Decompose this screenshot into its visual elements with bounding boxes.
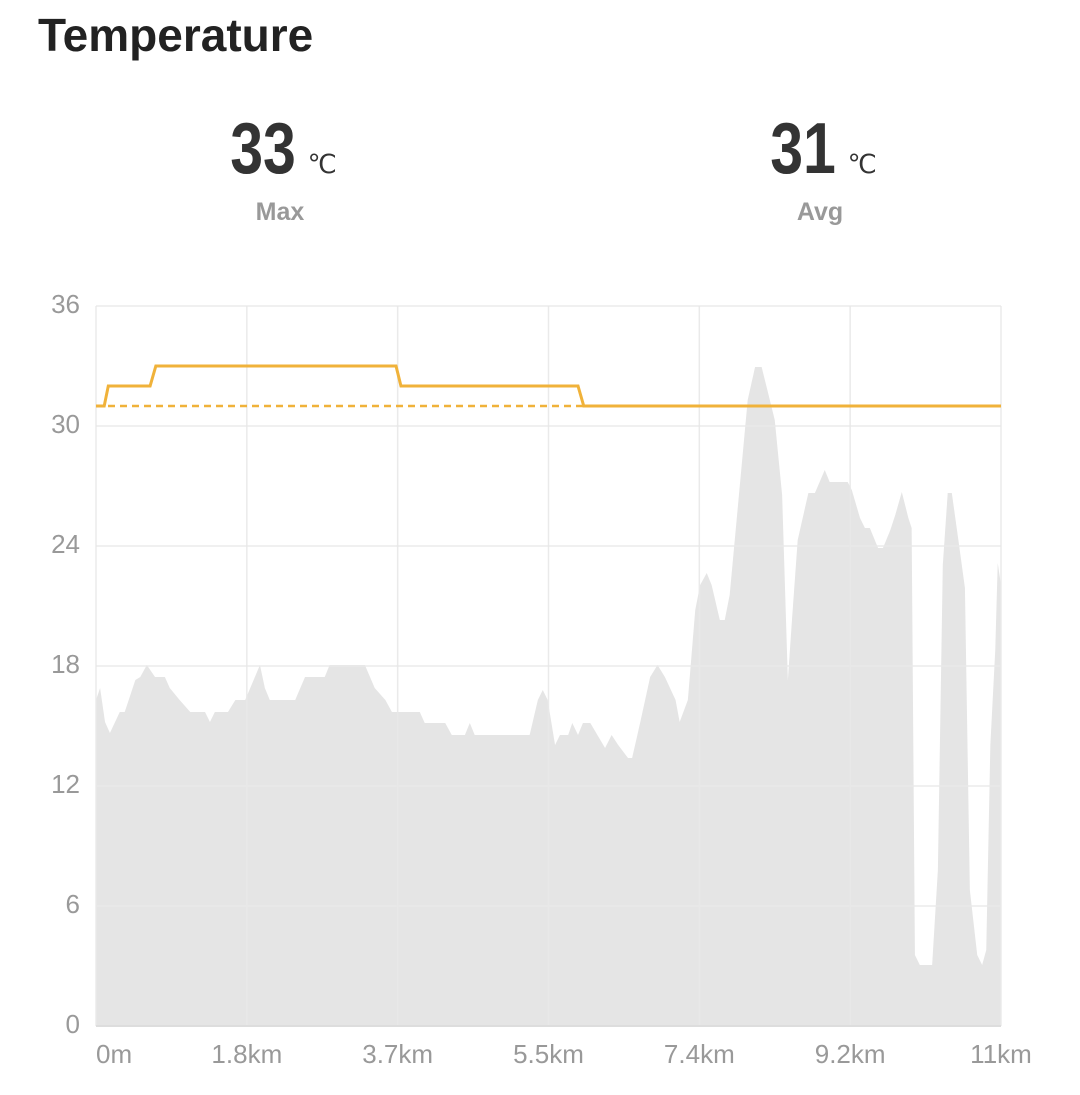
stat: 33 ℃ Max [130, 108, 430, 227]
y-tick-label: 18 [51, 649, 80, 679]
x-tick-label: 3.7km [362, 1039, 433, 1069]
stat-unit: ℃ [307, 149, 337, 179]
y-tick-label: 6 [66, 889, 80, 919]
x-tick-label: 9.2km [815, 1039, 886, 1069]
line [96, 364, 1001, 408]
y-tick-label: 0 [66, 1009, 80, 1039]
stat-unit: ℃ [847, 149, 877, 179]
stat-value: 31 [770, 109, 837, 189]
stat-label: Max [255, 198, 305, 226]
stat: 31 ℃ Avg [670, 108, 970, 227]
x-tick-label: 5.5km [513, 1039, 584, 1069]
x-tick-label: 7.4km [664, 1039, 735, 1069]
y-tick-label: 30 [51, 409, 80, 439]
x-tick-label: 0m [96, 1039, 132, 1069]
page-title: Temperature [38, 9, 314, 61]
x-tick-label: 11km [970, 1039, 1032, 1069]
y-tick-label: 12 [51, 769, 80, 799]
stat-label: Avg [796, 198, 844, 226]
stat-value: 33 [230, 109, 297, 189]
x-tick-label: 1.8km [211, 1039, 282, 1069]
y-tick-label: 36 [51, 289, 80, 319]
area [96, 367, 1001, 1026]
y-tick-label: 24 [51, 529, 80, 559]
